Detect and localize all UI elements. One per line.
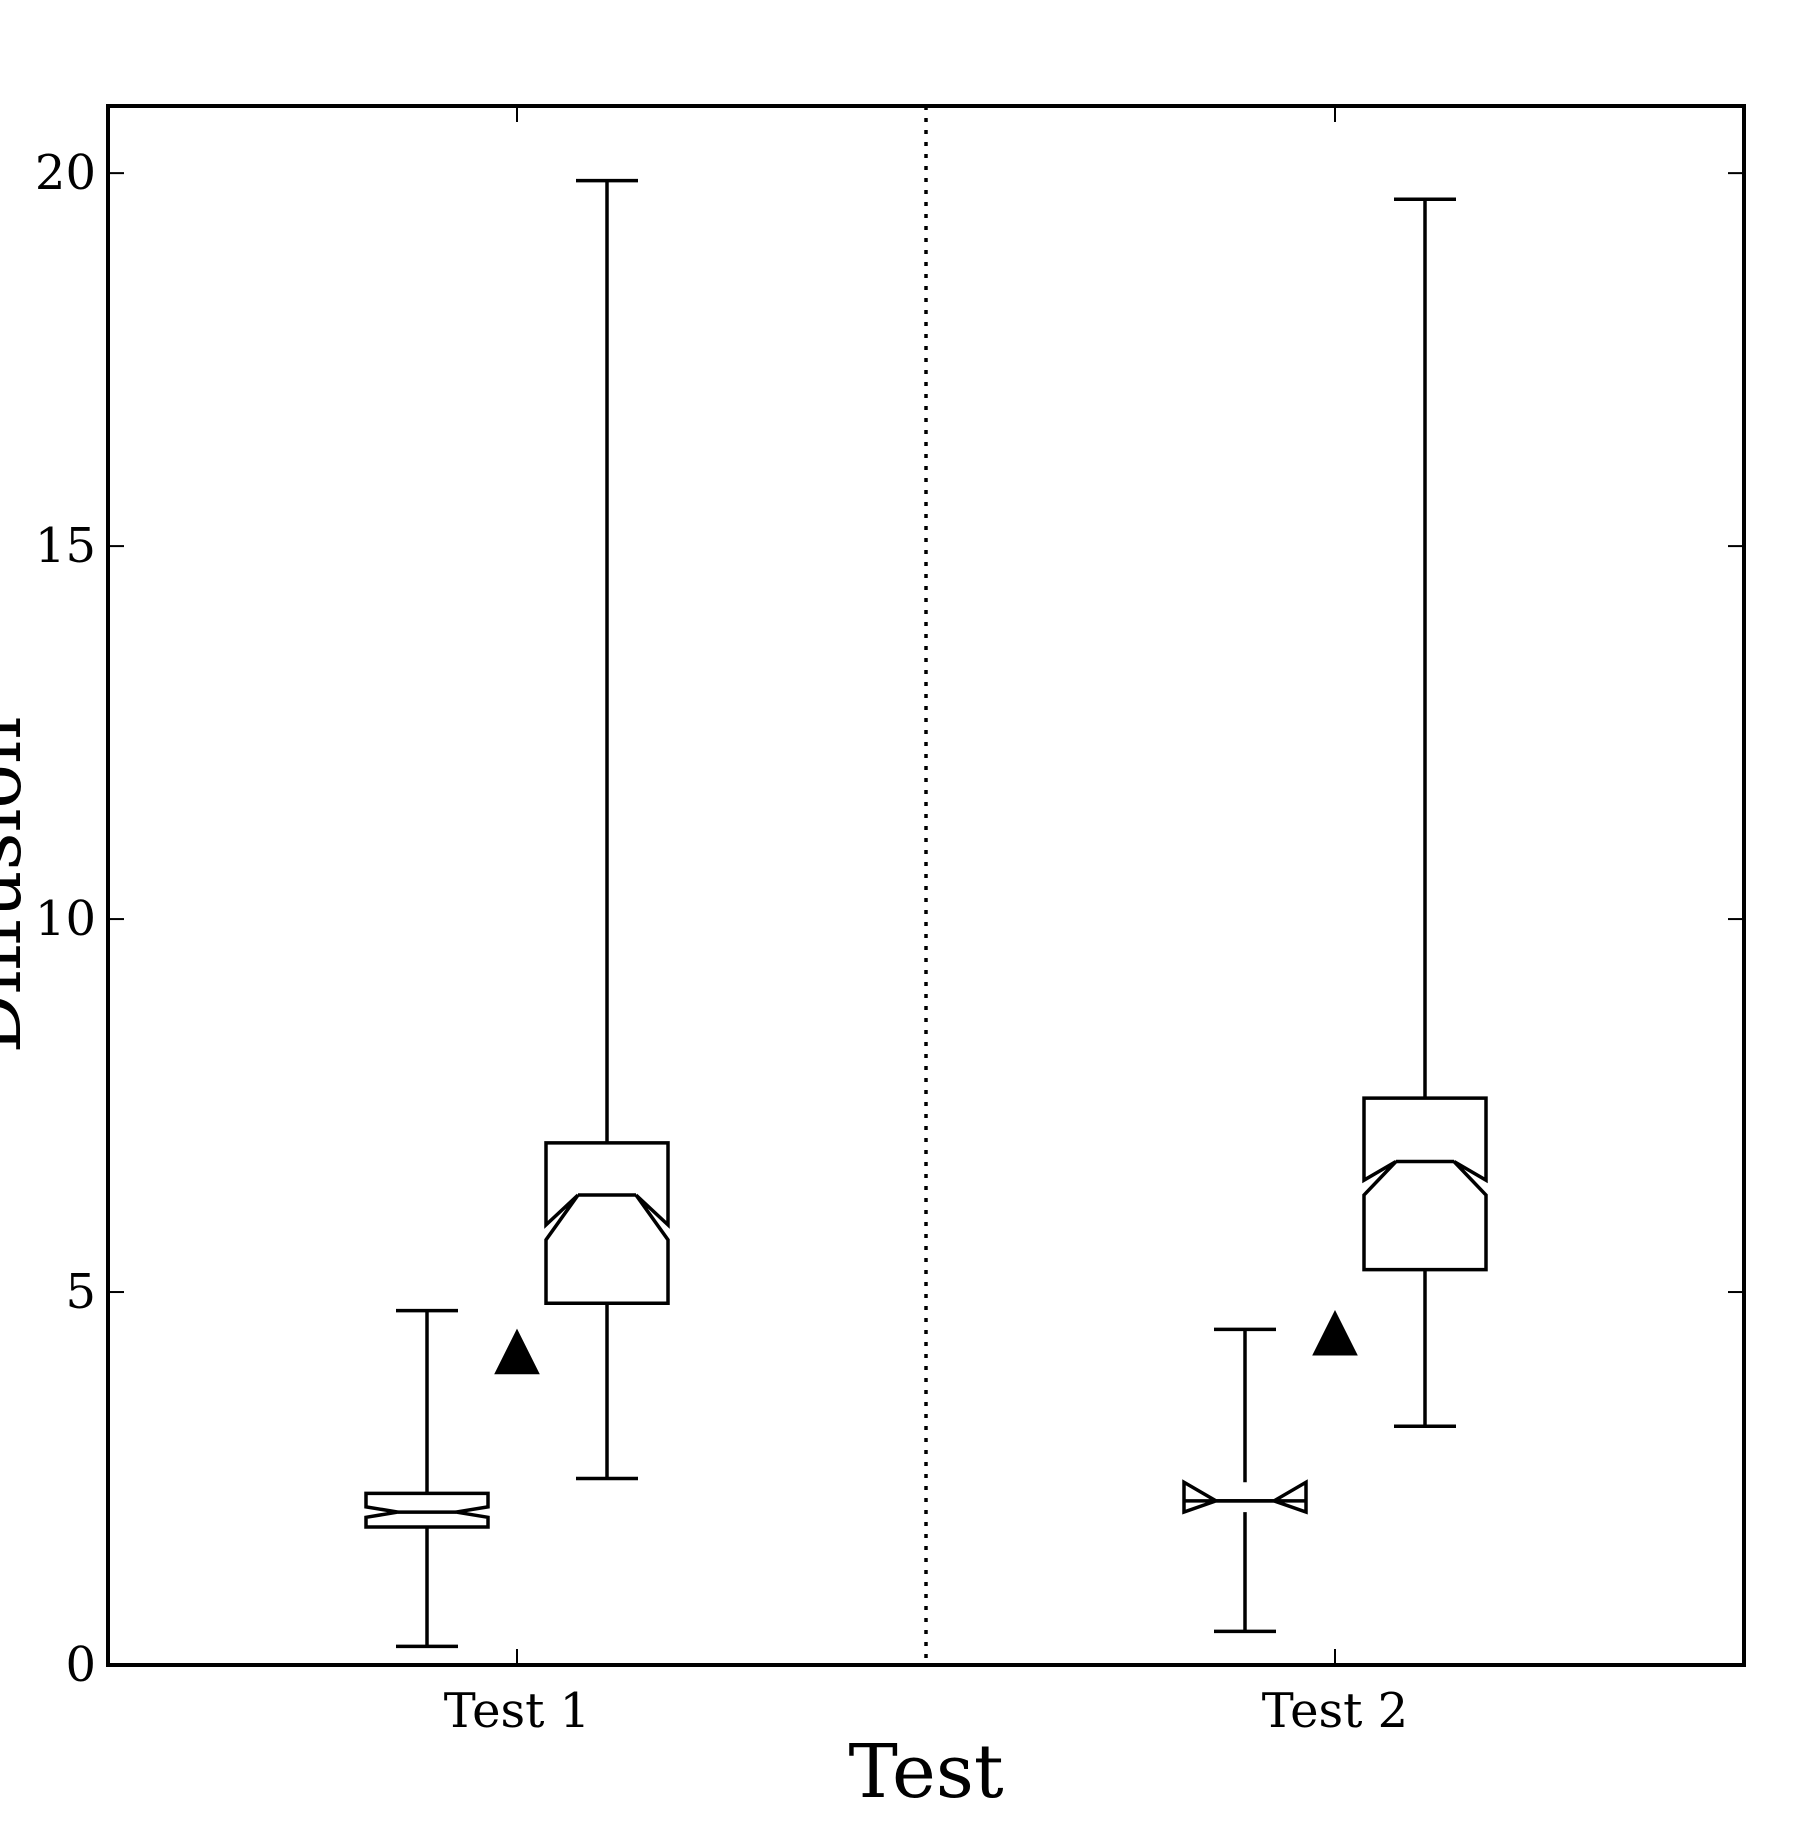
y-tick-label: 15 [35, 518, 96, 574]
group-1-box-2-notched-box [544, 1141, 670, 1305]
y-tick-label: 5 [65, 1264, 96, 1320]
x-tick-label: Test 2 [1262, 1683, 1408, 1739]
y-tick-label: 20 [35, 145, 96, 201]
x-tick-label: Test 1 [444, 1683, 590, 1739]
x-axis-title: Test [848, 1729, 1003, 1815]
plot-frame [106, 104, 1746, 1667]
group-2-box-2-notched-box [1362, 1096, 1488, 1272]
group-2-triangle-marker [1312, 1309, 1358, 1356]
group-1-triangle-marker [494, 1328, 540, 1375]
y-tick-label: 10 [35, 891, 96, 947]
group-1-box-1-notched-box [364, 1491, 490, 1529]
y-tick-label: 0 [65, 1637, 96, 1693]
y-axis-title: Diffusion [0, 716, 38, 1053]
group-2-box-1-notched-box [1182, 1479, 1308, 1515]
